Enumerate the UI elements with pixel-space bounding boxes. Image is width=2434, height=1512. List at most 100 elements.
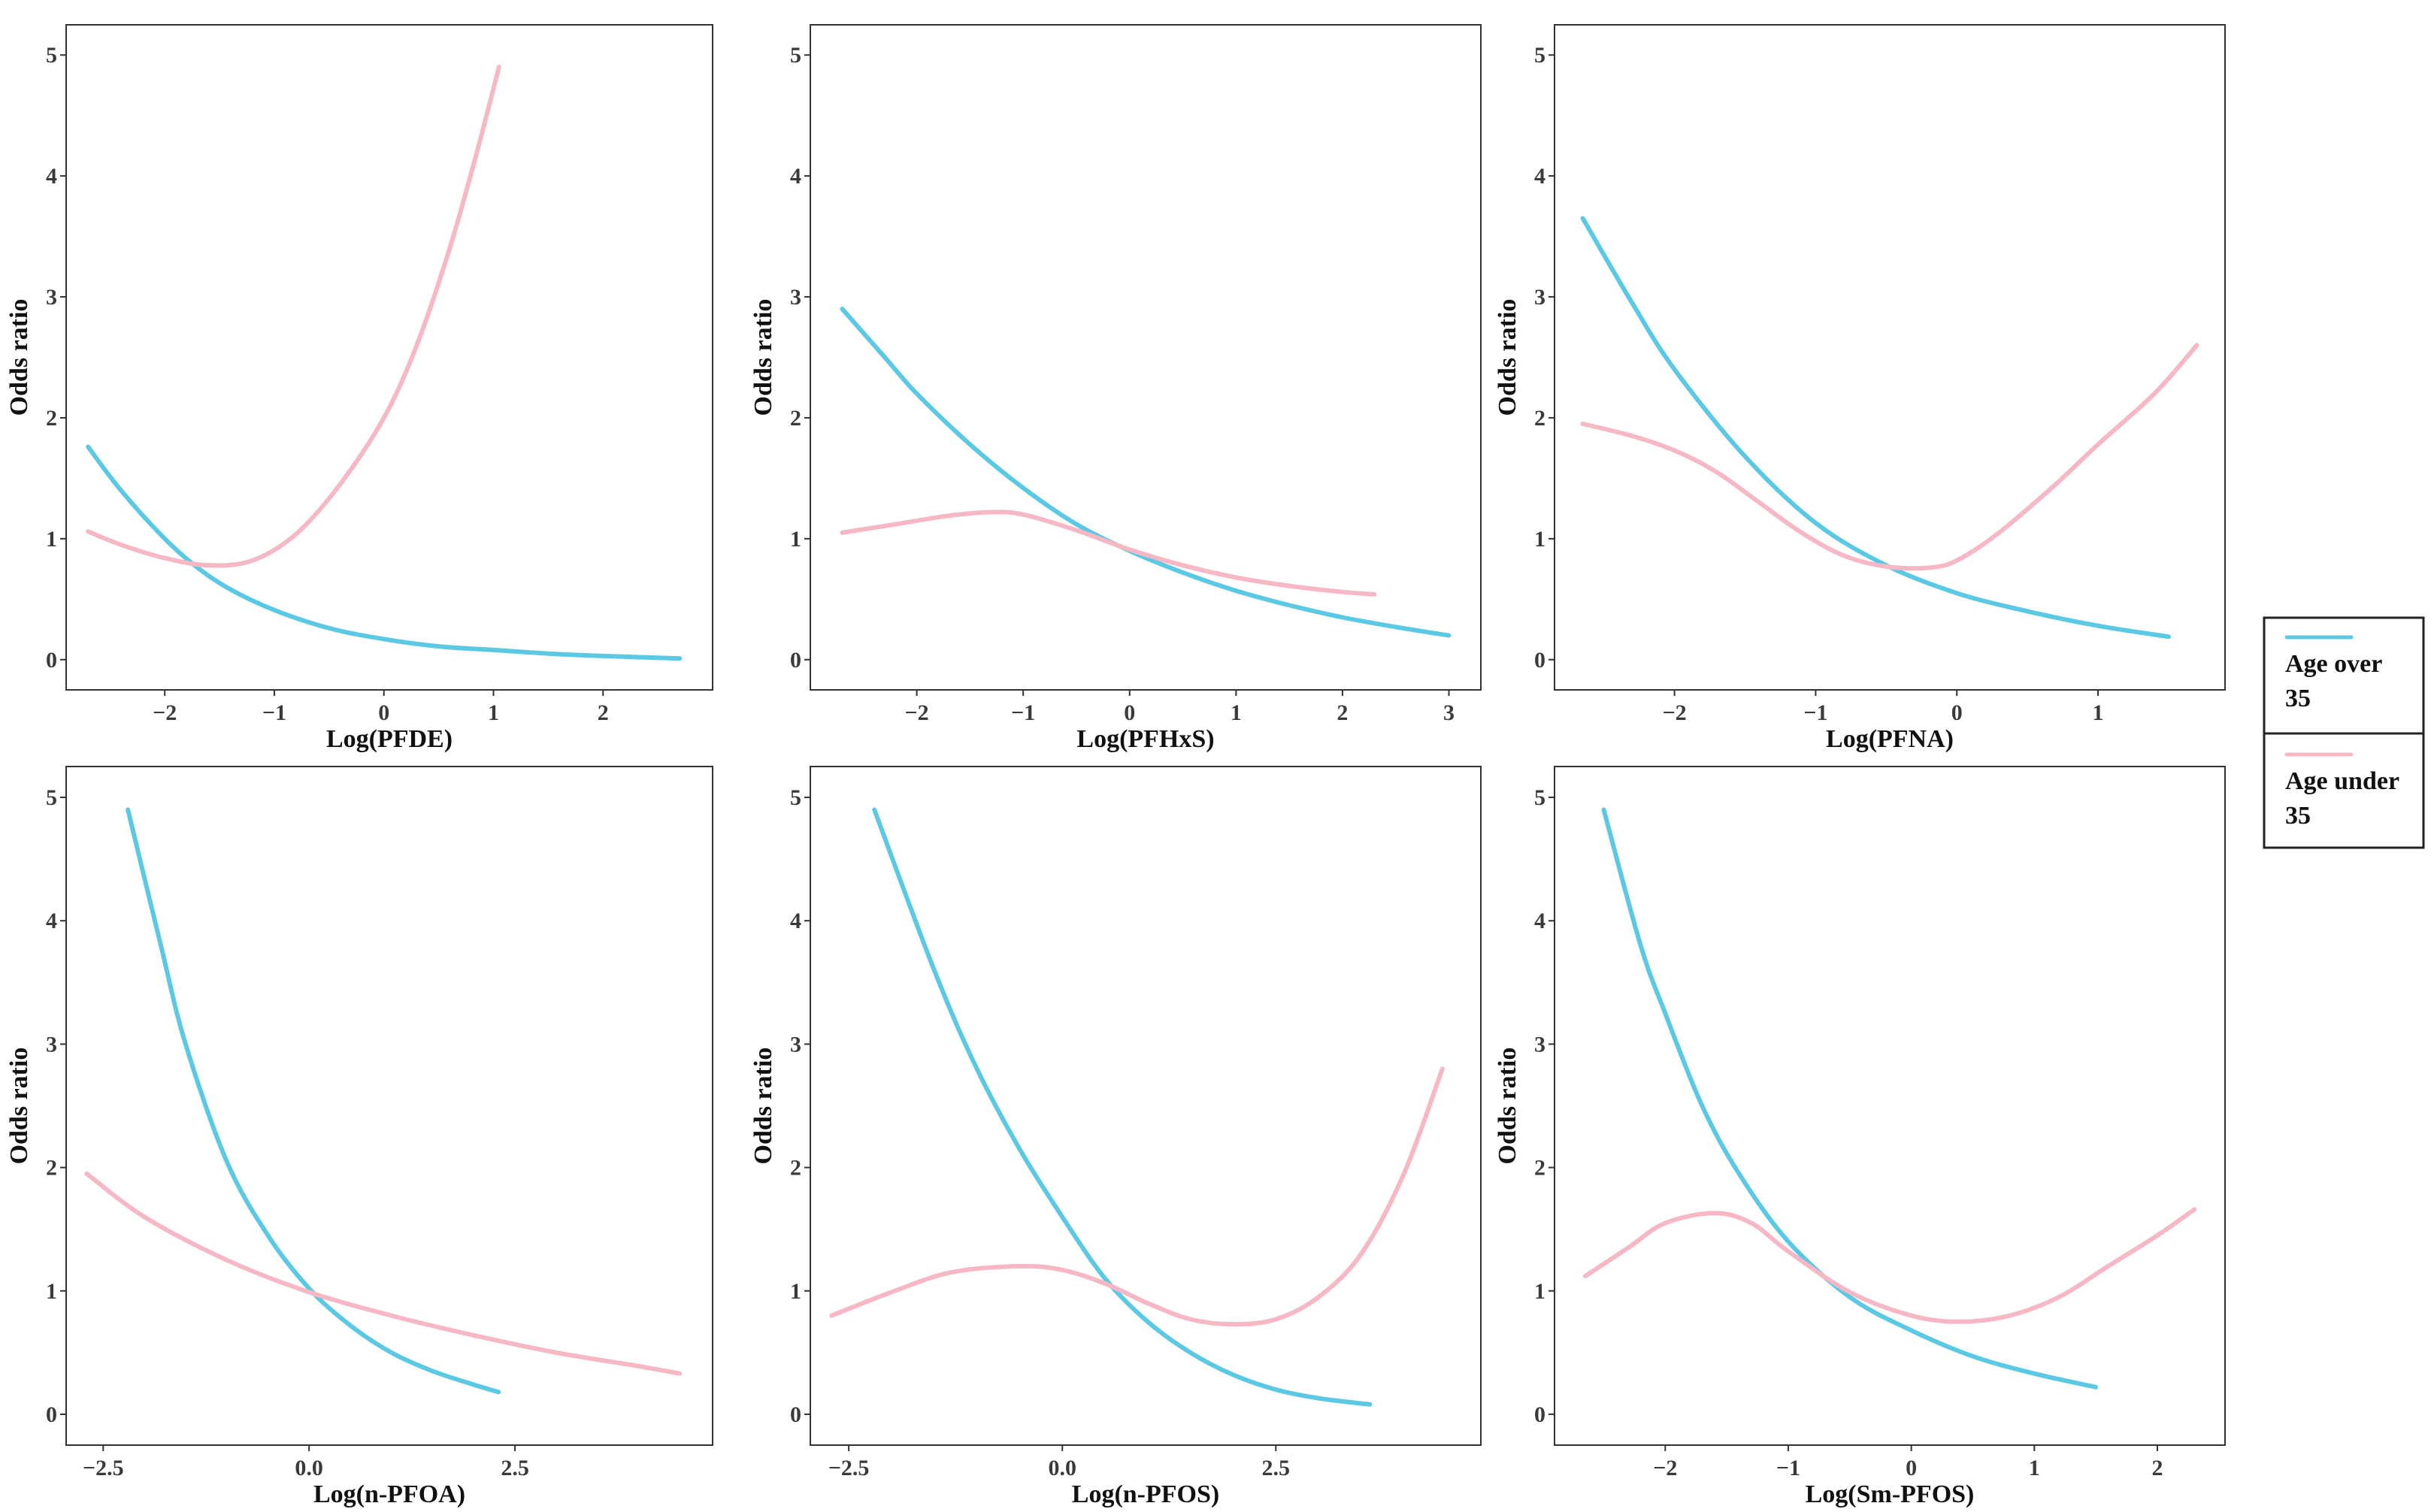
y-tick-label: 4	[46, 164, 57, 189]
y-tick-label: 4	[1534, 909, 1545, 933]
plot-frame	[1554, 24, 2226, 691]
y-tick-label: 4	[790, 164, 801, 189]
x-tick-label: −1	[1776, 1456, 1800, 1480]
series-line-age-under-35	[86, 65, 501, 568]
series-line-age-under-35	[840, 510, 1377, 597]
chart-panel-5: 0 1 2 3 4 5 −2.5 0.0 2.5 Log(n-PFOS) Odds ratio	[749, 766, 1482, 1508]
y-tick-label: 5	[46, 43, 57, 68]
y-tick-label: 0	[1534, 1402, 1545, 1427]
plot-frame	[1554, 766, 2226, 1446]
x-tick-label: 0	[378, 700, 389, 725]
chart-panel-6: 0 1 2 3 4 5 −2 −1 0 1 2 Log(Sm-PFOS) Odds ratio	[1494, 766, 2226, 1508]
y-tick-label: 5	[1534, 43, 1545, 68]
y-tick-label: 1	[1534, 1279, 1545, 1304]
y-tick-label: 1	[790, 527, 801, 552]
x-axis-title: Log(n-PFOS)	[1072, 1480, 1219, 1508]
y-tick-label: 3	[1534, 285, 1545, 310]
y-tick-label: 5	[46, 785, 57, 810]
y-tick-label: 3	[790, 285, 801, 310]
y-tick-label: 3	[1534, 1032, 1545, 1057]
x-tick-label: −2	[153, 700, 177, 725]
series-line-age-under-35	[1580, 343, 2199, 571]
x-axis-title: Log(Sm-PFOS)	[1806, 1480, 1975, 1508]
y-tick-label: 2	[1534, 1156, 1545, 1181]
x-tick-label: 2	[2151, 1456, 2163, 1480]
y-tick-label: 5	[790, 785, 801, 810]
y-tick-label: 1	[790, 1279, 801, 1304]
x-tick-label: 1	[2092, 700, 2103, 725]
y-tick-label: 4	[46, 909, 57, 933]
x-axis-title: Log(n-PFOA)	[313, 1480, 465, 1508]
x-tick-label: −1	[262, 700, 286, 725]
y-tick-label: 4	[790, 909, 801, 933]
x-tick-label: 0	[1124, 700, 1135, 725]
y-axis-title: Odds ratio	[5, 1048, 33, 1165]
plot-frame	[810, 766, 1482, 1446]
y-axis-title: Odds ratio	[1494, 1048, 1521, 1165]
x-tick-label: 0	[1906, 1456, 1917, 1480]
y-tick-label: 5	[1534, 785, 1545, 810]
x-tick-label: 0.0	[1048, 1456, 1076, 1480]
chart-panels: 0 1 2 3 4 5 −2 −1 0 1 2 Log(PFDE) Odds ratio 0 1 2 3 4 5 −2…	[5, 24, 2226, 1508]
series-line-age-over-35	[126, 807, 501, 1395]
x-axis-title: Log(PFHxS)	[1076, 725, 1214, 753]
plot-frame	[65, 766, 713, 1446]
series-line-age-under-35	[84, 1171, 683, 1376]
chart-panel-2: 0 1 2 3 4 5 −2 −1 0 1 2 3 Log(PFHxS) Odds ratio	[749, 24, 1482, 753]
x-tick-label: −2	[1663, 700, 1687, 725]
x-tick-label: 3	[1443, 700, 1455, 725]
x-tick-label: 0	[1951, 700, 1963, 725]
y-tick-label: 1	[46, 527, 57, 552]
x-tick-label: 0.0	[295, 1456, 323, 1480]
x-tick-label: −1	[1011, 700, 1035, 725]
legend-label-age-under-35-line2: 35	[2285, 802, 2311, 830]
plot-frame	[810, 24, 1482, 691]
y-tick-label: 0	[790, 1402, 801, 1427]
y-tick-label: 3	[46, 1032, 57, 1057]
y-tick-label: 2	[46, 1156, 57, 1181]
chart-panel-4: 0 1 2 3 4 5 −2.5 0.0 2.5 Log(n-PFOA) Odds ratio	[5, 766, 713, 1508]
y-tick-label: 0	[46, 648, 57, 673]
x-axis-title: Log(PFNA)	[1826, 725, 1954, 753]
x-tick-label: 1	[488, 700, 499, 725]
y-tick-label: 0	[46, 1402, 57, 1427]
y-tick-label: 0	[790, 648, 801, 673]
x-tick-label: −2	[1653, 1456, 1677, 1480]
plot-frame	[65, 24, 713, 691]
y-tick-label: 3	[790, 1032, 801, 1057]
x-tick-label: 1	[1231, 700, 1242, 725]
x-tick-label: 1	[2029, 1456, 2040, 1480]
y-tick-label: 5	[790, 43, 801, 68]
chart-panel-1: 0 1 2 3 4 5 −2 −1 0 1 2 Log(PFDE) Odds ratio	[5, 24, 713, 753]
x-tick-label: −2	[905, 700, 929, 725]
y-tick-label: 2	[790, 1156, 801, 1181]
legend: Age over 35 Age under 35	[2263, 616, 2425, 849]
legend-label-age-over-35-line2: 35	[2285, 685, 2311, 712]
x-tick-label: −1	[1803, 700, 1827, 725]
chart-panel-3: 0 1 2 3 4 5 −2 −1 0 1 Log(PFNA) Odds ratio	[1494, 24, 2226, 753]
series-line-age-over-35	[872, 807, 1373, 1407]
y-axis-title: Odds ratio	[1494, 299, 1521, 416]
y-axis-title: Odds ratio	[749, 1048, 777, 1165]
y-tick-label: 2	[46, 406, 57, 431]
y-tick-label: 1	[1534, 527, 1545, 552]
series-line-age-over-35	[1580, 216, 2171, 640]
legend-label-age-under-35-line1: Age under	[2285, 767, 2399, 795]
series-line-age-under-35	[829, 1066, 1445, 1327]
y-tick-label: 1	[46, 1279, 57, 1304]
y-tick-label: 3	[46, 285, 57, 310]
x-tick-label: 2.5	[501, 1456, 529, 1480]
series-line-age-over-35	[1601, 807, 2099, 1390]
x-tick-label: 2.5	[1262, 1456, 1291, 1480]
y-tick-label: 4	[1534, 164, 1545, 189]
y-tick-label: 2	[1534, 406, 1545, 431]
series-line-age-under-35	[1582, 1207, 2197, 1324]
x-axis-title: Log(PFDE)	[326, 725, 453, 753]
y-axis-title: Odds ratio	[5, 299, 33, 416]
series-line-age-over-35	[86, 444, 683, 661]
y-axis-title: Odds ratio	[749, 299, 777, 416]
x-tick-label: 2	[598, 700, 609, 725]
y-tick-label: 2	[790, 406, 801, 431]
x-tick-label: −2.5	[828, 1456, 870, 1480]
